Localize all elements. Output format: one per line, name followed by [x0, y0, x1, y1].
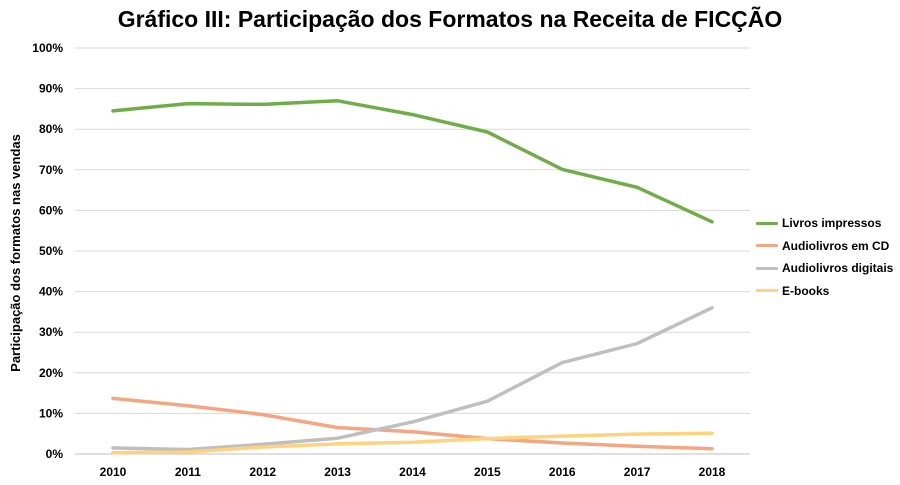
y-axis-tick-labels: 0% 10% 20% 30% 40% 50% 60% 70% 80% 90% 100% [32, 41, 63, 461]
x-tick-label: 2012 [249, 465, 276, 479]
y-tick-label: 60% [39, 203, 63, 217]
x-tick-label: 2018 [699, 465, 726, 479]
y-tick-label: 40% [39, 285, 63, 299]
y-tick-label: 70% [39, 163, 63, 177]
x-tick-label: 2015 [474, 465, 501, 479]
x-tick-label: 2017 [624, 465, 651, 479]
series-line-e-books [111, 431, 714, 455]
y-tick-label: 100% [32, 41, 63, 55]
chart-title: Gráfico III: Participação dos Formatos n… [117, 6, 783, 32]
x-tick-label: 2013 [324, 465, 351, 479]
legend: Livros impressos Audiolivros em CD Audioli… [756, 212, 893, 302]
legend-item-audiolivros-em-cd: Audiolivros em CD [756, 235, 893, 258]
y-tick-label: 0% [46, 447, 64, 461]
x-tick-label: 2010 [100, 465, 127, 479]
grid-lines [75, 47, 750, 455]
x-tick-label: 2011 [175, 465, 201, 479]
legend-label: Audiolivros em CD [782, 238, 890, 253]
legend-item-e-books: E-books [756, 280, 893, 303]
legend-swatch [756, 289, 778, 293]
y-tick-label: 30% [39, 325, 63, 339]
y-tick-label: 50% [39, 244, 63, 258]
y-tick-label: 80% [39, 122, 63, 136]
legend-swatch [756, 221, 778, 225]
series-line-livros-impressos [111, 99, 714, 224]
y-axis-label: Participação dos formatos nas vendas [8, 134, 23, 372]
legend-label: Livros impressos [782, 216, 882, 231]
legend-label: E-books [782, 283, 830, 298]
y-tick-label: 10% [39, 406, 63, 420]
series-lines [111, 99, 714, 455]
series-line-audiolivros-em-cd [111, 396, 714, 451]
x-tick-label: 2016 [549, 465, 576, 479]
legend-label: Audiolivros digitais [782, 261, 894, 276]
legend-item-audiolivros-digitais: Audiolivros digitais [756, 257, 893, 280]
series-line-audiolivros-digitais [111, 306, 714, 452]
x-axis-tick-labels: 2010 2011 2012 2013 2014 2015 2016 2017 2018 [100, 465, 726, 479]
legend-swatch [756, 266, 778, 270]
y-tick-label: 90% [39, 82, 63, 96]
legend-item-livros-impressos: Livros impressos [756, 212, 893, 235]
y-tick-label: 20% [39, 366, 63, 380]
x-tick-label: 2014 [399, 465, 426, 479]
legend-swatch [756, 244, 778, 248]
